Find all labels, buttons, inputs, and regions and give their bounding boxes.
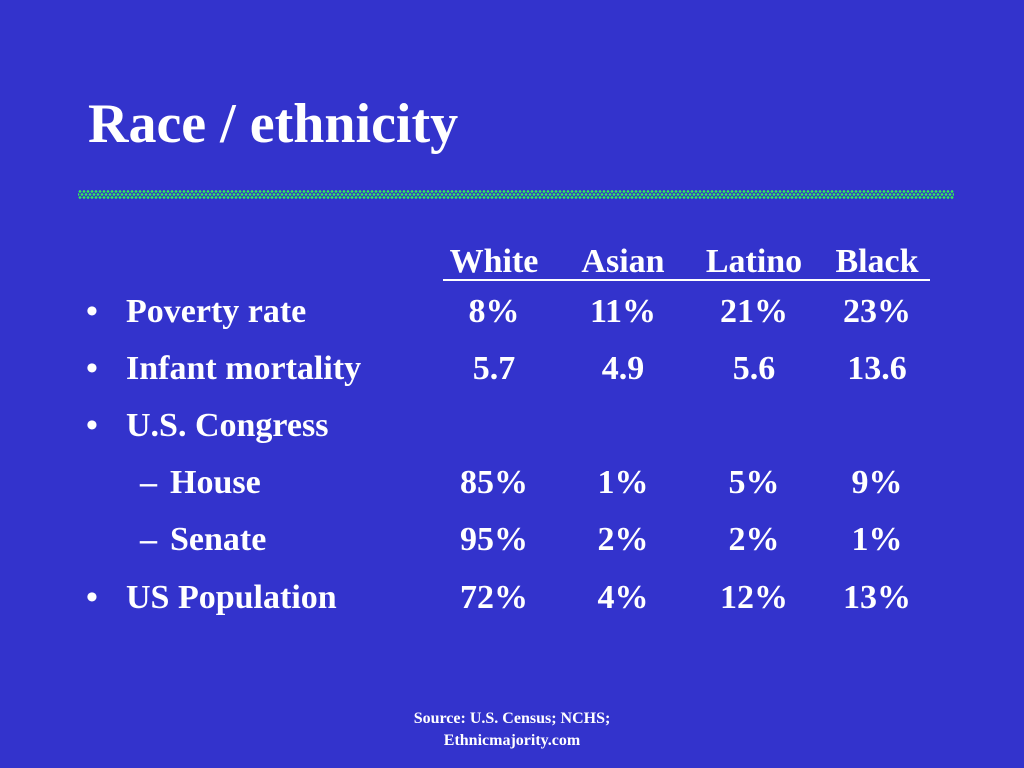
bullet-marker: •: [86, 350, 98, 387]
table-row-house: – House 85% 1% 5% 9%: [0, 463, 1024, 503]
cell-asian: 11%: [589, 293, 657, 330]
header-underline: [443, 279, 930, 281]
cell-asian: 4%: [597, 579, 649, 616]
cell-white: 95%: [460, 521, 528, 558]
cell-asian: 2%: [597, 521, 649, 558]
cell-latino: 5%: [728, 464, 780, 501]
bullet-marker: •: [86, 407, 98, 444]
cell-latino: 12%: [720, 579, 788, 616]
column-header-asian: Asian: [581, 243, 665, 280]
cell-white: 8%: [468, 293, 520, 330]
title-divider: [78, 190, 954, 200]
cell-black: 9%: [851, 464, 903, 501]
sub-bullet-marker: –: [140, 464, 157, 501]
row-label: US Population: [126, 579, 337, 616]
table-header: White Asian Latino Black: [0, 243, 1024, 283]
cell-asian: 1%: [597, 464, 649, 501]
bullet-marker: •: [86, 579, 98, 616]
cell-black: 13%: [843, 579, 911, 616]
source-line-2: Ethnicmajority.com: [443, 732, 581, 749]
table-row-us-population: • US Population 72% 4% 12% 13%: [0, 578, 1024, 618]
cell-latino: 5.6: [732, 350, 776, 387]
table-row-infant-mortality: • Infant mortality 5.7 4.9 5.6 13.6: [0, 349, 1024, 389]
column-header-black: Black: [835, 243, 919, 280]
cell-black: 13.6: [847, 350, 907, 387]
cell-black: 23%: [843, 293, 911, 330]
cell-black: 1%: [851, 521, 903, 558]
bullet-marker: •: [86, 293, 98, 330]
source-line-1: Source: U.S. Census; NCHS;: [413, 710, 611, 727]
cell-white: 5.7: [472, 350, 516, 387]
cell-white: 72%: [460, 579, 528, 616]
row-label: Senate: [170, 521, 267, 558]
cell-latino: 21%: [720, 293, 788, 330]
table-row-poverty-rate: • Poverty rate 8% 11% 21% 23%: [0, 292, 1024, 332]
cell-latino: 2%: [728, 521, 780, 558]
row-label: U.S. Congress: [126, 407, 329, 444]
cell-white: 85%: [460, 464, 528, 501]
row-label: Infant mortality: [126, 350, 362, 387]
source-citation: Source: U.S. Census; NCHS; Ethnicmajorit…: [312, 708, 712, 752]
column-header-white: White: [449, 243, 539, 280]
cell-asian: 4.9: [601, 350, 645, 387]
column-header-latino: Latino: [705, 243, 803, 280]
slide-title: Race / ethnicity: [88, 93, 459, 155]
row-label: Poverty rate: [126, 293, 307, 330]
table-row-senate: – Senate 95% 2% 2% 1%: [0, 520, 1024, 560]
table-row-us-congress: • U.S. Congress: [0, 406, 1024, 446]
sub-bullet-marker: –: [140, 521, 157, 558]
row-label: House: [170, 464, 261, 501]
